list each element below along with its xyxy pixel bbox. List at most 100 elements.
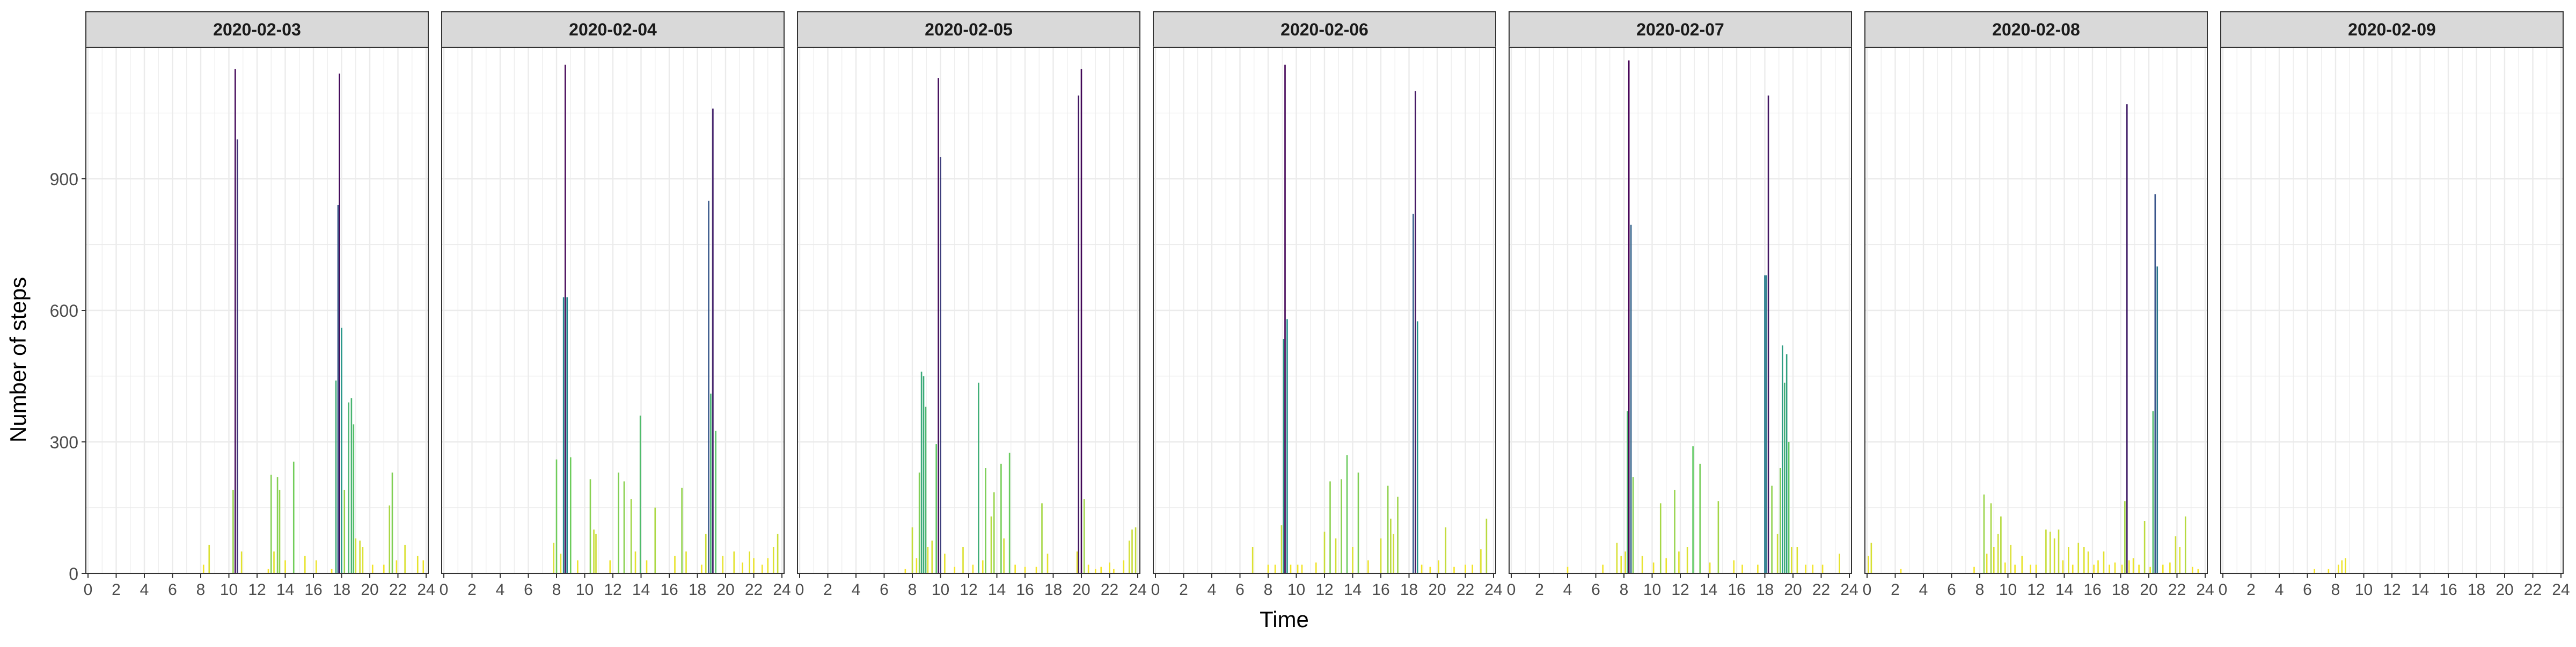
bar bbox=[1665, 558, 1667, 573]
bar bbox=[954, 566, 956, 573]
bar bbox=[1630, 224, 1632, 573]
x-tick-label: 8 bbox=[1264, 581, 1273, 599]
bar bbox=[2162, 564, 2164, 573]
facet-strip-label: 2020-02-07 bbox=[1636, 20, 1724, 39]
y-tick-label: 600 bbox=[50, 301, 78, 321]
bar bbox=[341, 328, 342, 573]
x-tick-label: 16 bbox=[2439, 581, 2457, 599]
bar bbox=[918, 472, 920, 573]
x-tick-label: 20 bbox=[1784, 581, 1802, 599]
bar bbox=[208, 544, 210, 573]
bar bbox=[2053, 538, 2055, 573]
x-tick-label: 0 bbox=[795, 581, 804, 599]
bar bbox=[2010, 544, 2012, 573]
bar bbox=[1692, 446, 1694, 573]
bar bbox=[2087, 551, 2089, 573]
facet-panel: 2020-02-080 2 4 6 8 10 12 14 16 18 20 22 24 bbox=[1863, 11, 2214, 599]
bar bbox=[1000, 463, 1002, 573]
bar bbox=[1659, 503, 1662, 573]
x-tick-label: 4 bbox=[140, 581, 149, 599]
x-tick-label: 6 bbox=[1947, 581, 1956, 599]
x-tick-label: 24 bbox=[773, 581, 791, 599]
x-tick-label: 22 bbox=[1812, 581, 1830, 599]
bar bbox=[1135, 527, 1137, 573]
x-tick-label: 14 bbox=[988, 581, 1006, 599]
bar bbox=[2077, 542, 2080, 573]
bar bbox=[235, 69, 236, 574]
x-tick-label: 12 bbox=[2383, 581, 2401, 599]
bar bbox=[1870, 542, 1872, 573]
bar bbox=[1094, 569, 1096, 573]
x-tick-label: 12 bbox=[2027, 581, 2045, 599]
bar bbox=[2192, 566, 2193, 573]
bar bbox=[355, 538, 357, 573]
bar bbox=[1087, 564, 1089, 573]
bar bbox=[985, 468, 986, 573]
bar bbox=[2169, 562, 2171, 573]
bar bbox=[1812, 564, 1814, 573]
bar bbox=[1602, 564, 1604, 573]
bar bbox=[2124, 501, 2126, 573]
bar bbox=[1387, 485, 1389, 573]
facet-strip-label: 2020-02-06 bbox=[1280, 20, 1368, 39]
x-tick-label: 0 bbox=[2219, 581, 2228, 599]
bar bbox=[2083, 547, 2085, 573]
facet-strip-label: 2020-02-04 bbox=[569, 20, 657, 39]
facet-panel: 2020-02-050 2 4 6 8 10 12 14 16 18 20 22 24 bbox=[795, 11, 1147, 599]
bar bbox=[1767, 95, 1769, 574]
bar bbox=[944, 554, 946, 573]
bar bbox=[276, 477, 279, 573]
bar bbox=[566, 297, 568, 573]
x-tick-label: 8 bbox=[196, 581, 206, 599]
bar bbox=[681, 488, 683, 573]
x-tick-label: 12 bbox=[1671, 581, 1689, 599]
bar bbox=[562, 297, 565, 573]
bar bbox=[1616, 542, 1618, 573]
x-tick-label: 14 bbox=[2411, 581, 2429, 599]
bar bbox=[1465, 564, 1466, 573]
bar bbox=[1024, 566, 1026, 573]
bar bbox=[1997, 534, 1999, 573]
bar bbox=[589, 479, 591, 573]
bar bbox=[1390, 518, 1392, 573]
bar bbox=[654, 507, 656, 573]
x-tick-label: 16 bbox=[304, 581, 322, 599]
bar bbox=[1397, 497, 1399, 573]
bar bbox=[564, 64, 566, 573]
x-tick-label: 18 bbox=[689, 581, 706, 599]
bar bbox=[1100, 566, 1102, 573]
bar bbox=[1624, 551, 1626, 573]
x-tick-label: 6 bbox=[1591, 581, 1600, 599]
bar bbox=[2072, 564, 2074, 573]
y-tick-label: 900 bbox=[50, 170, 78, 189]
bar bbox=[577, 560, 579, 573]
x-tick-label: 22 bbox=[1101, 581, 1118, 599]
x-tick-label: 18 bbox=[2468, 581, 2485, 599]
x-tick-label: 6 bbox=[1235, 581, 1245, 599]
bar bbox=[705, 534, 707, 573]
bar bbox=[982, 560, 984, 573]
x-tick-label: 8 bbox=[908, 581, 917, 599]
y-tick-label: 0 bbox=[69, 564, 78, 584]
bar bbox=[639, 416, 641, 573]
x-tick-label: 4 bbox=[1919, 581, 1928, 599]
bar bbox=[2149, 566, 2151, 573]
x-tick-label: 24 bbox=[417, 581, 435, 599]
bar bbox=[1252, 547, 1254, 573]
facet-strip bbox=[2220, 11, 2564, 48]
bar bbox=[1990, 503, 1992, 573]
x-tick-label: 10 bbox=[1999, 581, 2017, 599]
bar bbox=[1123, 560, 1125, 573]
bar bbox=[555, 459, 558, 573]
facet-strip bbox=[1864, 11, 2208, 48]
bar bbox=[1733, 560, 1735, 573]
bar bbox=[1393, 534, 1394, 573]
x-tick-label: 16 bbox=[1372, 581, 1389, 599]
x-tick-label: 10 bbox=[576, 581, 594, 599]
bar bbox=[2121, 564, 2123, 573]
bar bbox=[1485, 518, 1488, 573]
bar bbox=[2126, 104, 2128, 573]
bar bbox=[1632, 477, 1634, 573]
x-tick-label: 20 bbox=[716, 581, 734, 599]
bar bbox=[1008, 453, 1011, 573]
